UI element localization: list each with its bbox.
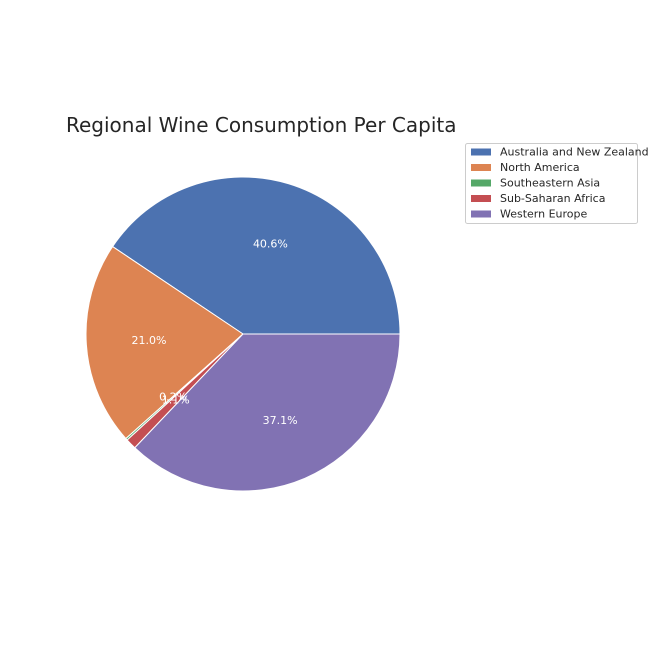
legend-label-sub-saharan-africa: Sub-Saharan Africa <box>500 192 605 205</box>
legend-swatch-north-america <box>471 164 491 171</box>
legend-label-western-europe: Western Europe <box>500 208 588 221</box>
legend-label-southeastern-asia: Southeastern Asia <box>500 177 600 190</box>
legend-swatch-southeastern-asia <box>471 179 491 187</box>
pie-slice-australia-and-new-zealand <box>112 176 401 335</box>
pct-label-sub-saharan-africa: 1.1% <box>162 393 190 406</box>
pct-label-western-europe: 37.1% <box>263 414 298 427</box>
pie-slice-western-europe <box>134 333 401 492</box>
pct-label-southeastern-asia: 0.2% <box>159 391 187 404</box>
legend: Australia and New Zealand North America So… <box>465 143 648 224</box>
pct-label-australia-and-new-zealand: 40.6% <box>253 237 288 250</box>
legend-swatch-sub-saharan-africa <box>471 195 491 202</box>
legend-label-australia-and-new-zealand: Australia and New Zealand <box>500 146 648 159</box>
legend-swatch-australia-and-new-zealand <box>471 148 491 156</box>
pie-slice-north-america <box>85 246 244 440</box>
chart-title: Regional Wine Consumption Per Capita <box>66 113 457 137</box>
legend-swatch-western-europe <box>471 210 491 218</box>
pct-label-north-america: 21.0% <box>132 334 167 347</box>
legend-label-north-america: North America <box>500 161 580 174</box>
legend-frame <box>465 143 638 224</box>
pie-slices <box>85 176 401 492</box>
pie-percent-labels: 40.6% 21.0% 0.2%1.1% 37.1% <box>132 237 298 427</box>
